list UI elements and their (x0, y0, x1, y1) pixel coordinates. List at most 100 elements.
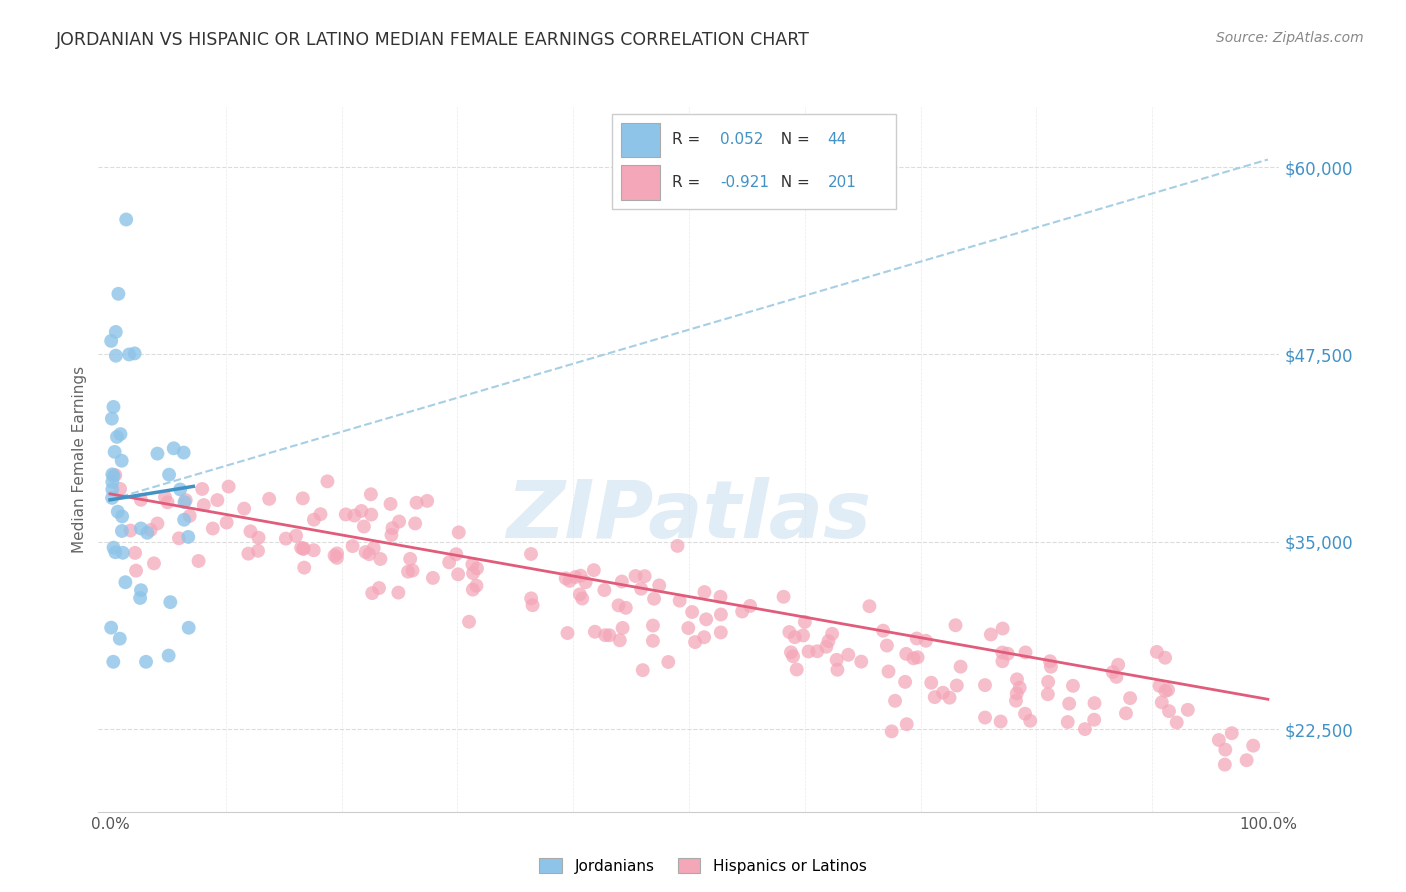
Point (783, 630, 806, 644)
Point (793, 615, 815, 629)
Point (815, 640, 838, 654)
Point (554, 571, 576, 585)
Point (1119, 691, 1142, 706)
Point (1083, 713, 1105, 727)
Point (447, 567, 470, 582)
Y-axis label: Median Female Earnings: Median Female Earnings (72, 366, 87, 553)
Legend: Jordanians, Hispanics or Latinos: Jordanians, Hispanics or Latinos (533, 852, 873, 880)
Point (129, 583, 152, 598)
Point (104, 325, 127, 339)
Point (437, 555, 460, 569)
Point (991, 622, 1014, 636)
Point (274, 532, 297, 546)
Point (564, 570, 586, 584)
Point (458, 615, 481, 629)
Point (177, 621, 200, 635)
Point (858, 599, 880, 614)
Point (104, 468, 127, 483)
Point (103, 655, 125, 669)
Point (837, 648, 859, 662)
Point (201, 521, 224, 535)
Point (710, 625, 733, 640)
Point (247, 543, 270, 558)
Point (827, 663, 849, 677)
Point (583, 624, 606, 639)
Point (290, 541, 312, 555)
Point (108, 482, 131, 496)
Point (907, 650, 929, 665)
Point (782, 649, 804, 664)
Point (624, 569, 647, 583)
Point (1039, 659, 1062, 673)
Point (135, 655, 157, 669)
Point (104, 349, 127, 363)
Point (111, 546, 134, 560)
Point (1157, 704, 1180, 718)
Point (239, 524, 262, 539)
Point (821, 627, 844, 641)
Point (103, 400, 125, 414)
Point (461, 566, 484, 581)
Point (905, 632, 928, 646)
Point (111, 454, 134, 468)
Point (416, 494, 439, 508)
Point (641, 618, 664, 632)
Point (174, 493, 197, 508)
Point (124, 346, 146, 360)
Point (207, 493, 229, 508)
Point (169, 483, 191, 497)
Point (612, 621, 634, 635)
Point (780, 645, 803, 659)
Point (163, 442, 186, 456)
Point (111, 524, 134, 538)
Point (1236, 753, 1258, 767)
Point (1083, 696, 1105, 710)
Point (609, 633, 631, 648)
Point (1150, 695, 1173, 709)
Point (648, 578, 671, 592)
Point (124, 546, 146, 560)
Point (101, 411, 124, 425)
Point (114, 575, 136, 590)
Point (641, 633, 664, 648)
Point (806, 644, 828, 658)
Point (179, 508, 201, 523)
Point (896, 647, 918, 661)
Point (104, 445, 127, 459)
Point (257, 491, 280, 506)
Point (1008, 681, 1031, 695)
Point (630, 582, 652, 596)
Point (1039, 654, 1062, 668)
Point (120, 524, 142, 538)
Point (778, 625, 800, 640)
Point (115, 212, 138, 227)
Point (991, 646, 1014, 660)
Point (370, 552, 392, 566)
Point (1005, 694, 1028, 708)
Point (786, 663, 808, 677)
Point (1107, 657, 1129, 672)
Point (1036, 674, 1059, 689)
Point (610, 574, 633, 589)
Point (924, 690, 946, 705)
Point (1019, 714, 1042, 728)
Point (465, 561, 488, 575)
Point (302, 543, 325, 558)
Point (1213, 742, 1236, 756)
Point (607, 599, 630, 613)
Point (1213, 757, 1236, 772)
Point (335, 508, 357, 522)
Point (598, 628, 620, 642)
Point (990, 714, 1012, 729)
Point (772, 590, 794, 604)
Point (557, 626, 579, 640)
Point (136, 525, 159, 540)
Point (129, 521, 152, 535)
Point (108, 632, 131, 646)
Point (405, 496, 427, 510)
Point (740, 599, 762, 613)
Point (103, 541, 125, 555)
Point (915, 633, 938, 648)
Point (896, 717, 918, 731)
Point (932, 686, 955, 700)
